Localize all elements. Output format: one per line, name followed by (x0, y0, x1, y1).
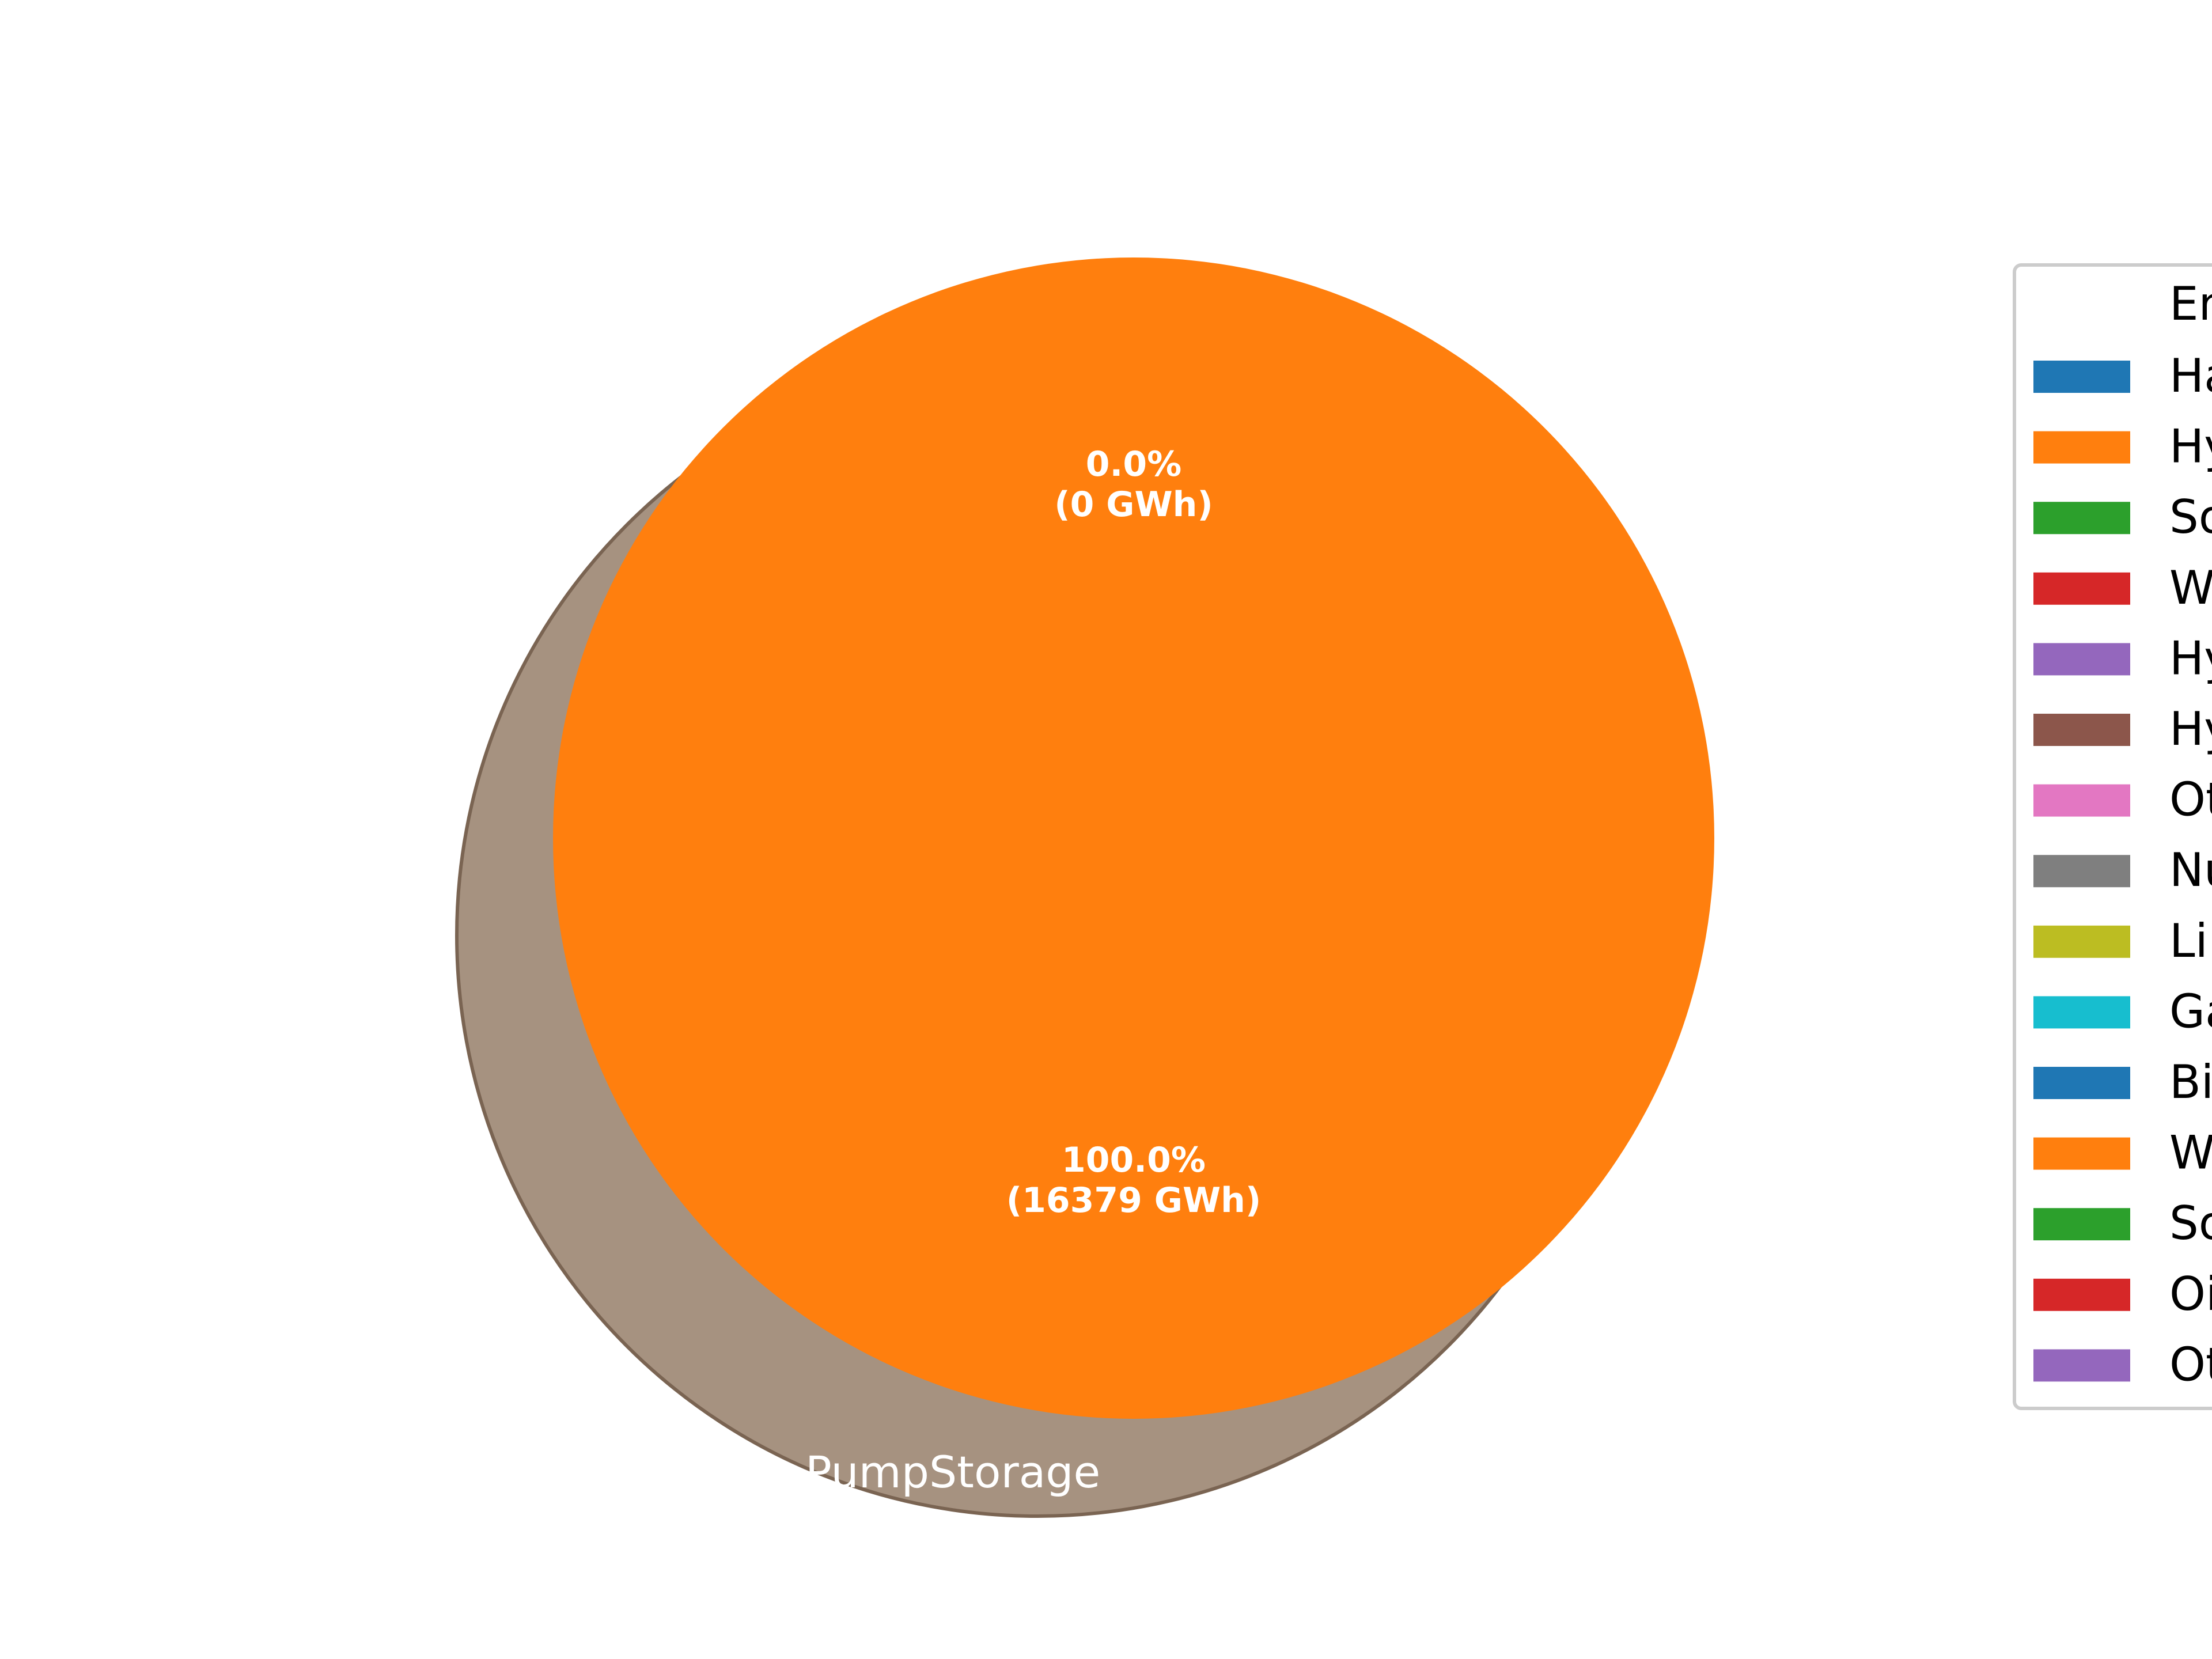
legend-swatch (2033, 502, 2130, 535)
pct-label-hydro: 0.0% (1086, 444, 1181, 484)
legend-swatch (2033, 361, 2130, 393)
legend-swatch (2033, 1067, 2130, 1099)
amount-label-hydro-pumpstorage: (16379 GWh) (1006, 1180, 1262, 1221)
legend-entry-label: So (2169, 1196, 2212, 1250)
legend-entry-label: Nu (2169, 843, 2212, 897)
legend-entry-label: Ot (2169, 773, 2212, 827)
legend-entry-label: Oi (2169, 1267, 2212, 1321)
legend-entry-label: W (2169, 561, 2212, 615)
legend-swatch (2033, 784, 2130, 817)
legend-frame (2013, 263, 2212, 1410)
amount-label-hydro: (0 GWh) (1054, 484, 1213, 525)
legend-entry-label: Bi (2169, 1055, 2212, 1109)
legend-swatch (2033, 431, 2130, 464)
legend-swatch (2033, 855, 2130, 888)
category-label-pumpstorage: PumpStorage (805, 1446, 1100, 1498)
legend-swatch (2033, 1349, 2130, 1382)
legend-swatch (2033, 1137, 2130, 1170)
pie-labels-layer: 0.0%(0 GWh) 100.0%(16379 GWh) PumpStorage (805, 444, 1261, 1498)
legend-entry-label: Ot (2169, 1338, 2212, 1391)
legend-entry-label: Hy (2169, 631, 2212, 685)
legend-entry-label: Ga (2169, 984, 2212, 1038)
legend-title: En (2169, 277, 2212, 331)
legend-entry-label: Ha (2169, 349, 2212, 403)
legend-swatch (2033, 925, 2130, 958)
legend: En Ha Hy So W Hy Hy Ot Nu Li Ga Bi W So Oi Ot (2013, 263, 2212, 1410)
legend-entry-label: Li (2169, 914, 2208, 968)
legend-swatch (2033, 996, 2130, 1029)
legend-entry-label: Hy (2169, 702, 2212, 756)
pct-label-hydro-pumpstorage: 100.0% (1062, 1140, 1206, 1180)
pie-slices-layer (553, 257, 1714, 1419)
legend-swatch (2033, 572, 2130, 605)
legend-swatch (2033, 1208, 2130, 1241)
legend-entry-label: W (2169, 1126, 2212, 1180)
legend-swatch (2033, 643, 2130, 676)
legend-swatch (2033, 714, 2130, 746)
legend-swatch (2033, 1278, 2130, 1311)
legend-entry-label: So (2169, 490, 2212, 544)
pie-slice-hydro-pumpstorage (553, 257, 1714, 1419)
legend-entry-label: Hy (2169, 420, 2212, 474)
